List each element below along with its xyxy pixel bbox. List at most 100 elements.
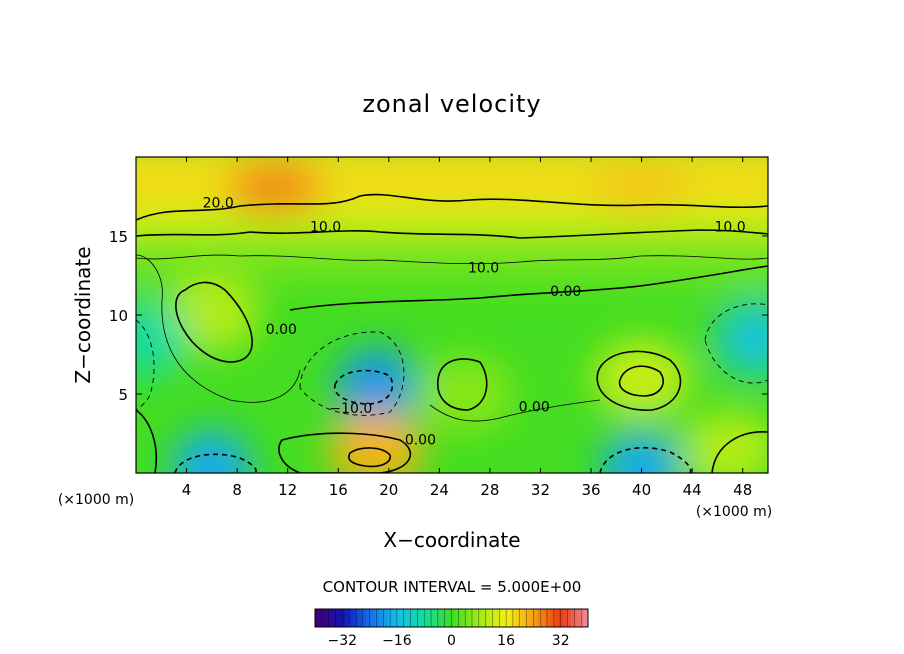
contour-line [299,331,405,416]
contour-labels: 20.0 10.0 10.0 10.0 0.00 0.00 −10.0 0.00 0.00 [203,196,746,449]
contour-line [711,431,768,473]
colorbar-cell [417,609,423,627]
colorbar-cell [485,609,491,627]
colorbar-cell [434,609,440,627]
colorbar-cell [541,609,546,627]
x-axis: 4 8 12 16 20 24 28 32 36 40 44 48 [182,157,752,499]
colorbar-cell [323,609,329,627]
colorbar-ticks: −32 −16 0 16 32 [328,633,570,649]
colorbar-cell [413,609,418,627]
colorbar-cell [489,609,495,627]
colorbar-cell [506,609,512,627]
colorbar-cell [519,609,525,627]
colorbar-cell [366,609,371,627]
colorbar-cell [502,609,508,627]
contour-line [136,193,768,221]
contour-line [289,265,768,311]
colorbar-cell [451,609,457,627]
colorbar-tick-label: 0 [447,633,456,649]
colorbar-cell [408,609,414,627]
colorbar-tick-label: 32 [552,633,570,649]
colorbar-cell [553,609,559,627]
colorbar-cell [442,609,448,627]
contour-line [136,229,768,239]
colorbar-tick-label: −16 [382,633,412,649]
x-tick-label: 48 [733,481,752,499]
field-feature [136,300,189,377]
colorbar-cell [498,609,504,627]
colorbar-cell [327,609,333,627]
x-tick-label: 28 [480,481,499,499]
contour-line [599,446,692,473]
colorbar-cell [387,609,393,627]
contour-label: 0.00 [266,322,297,338]
colorbar-cell [455,609,461,627]
contour-line [174,453,257,473]
contour-label: 0.00 [519,399,550,415]
colorbar-cell [515,609,521,627]
colorbar-cell [361,609,367,627]
contour-line [348,447,391,468]
x-tick-label: 40 [632,481,651,499]
field-feature [171,430,252,473]
colorbar-cell [549,609,555,627]
colorbar-cell [447,609,452,627]
colorbar-cell [421,609,427,627]
colorbar-cell [472,609,478,627]
colorbar-cell [332,609,337,627]
colorbar-cell [511,609,516,627]
colorbar-cell [528,609,533,627]
colorbar-cell [524,609,529,627]
colorbar-cell [344,609,350,627]
colorbar-cell [336,609,341,627]
contour-label: 20.0 [203,196,234,212]
y-axis-label: Z−coordinate [71,246,95,383]
colorbar-cell [570,609,576,627]
contour-label: 10.0 [468,260,499,276]
colorbar-cell [468,609,474,627]
field-band [136,207,768,236]
colorbar [314,608,589,628]
contour-line [278,432,412,473]
colorbar-cell [430,609,435,627]
y-tick-label: 10 [109,307,128,325]
contour-line [618,365,664,397]
contour-line [429,399,601,422]
colorbar-cell [315,609,320,627]
colorbar-cell [353,609,359,627]
colorbar-cell [477,609,482,627]
contour-line [437,358,488,411]
colorbar-cell [383,609,388,627]
x-axis-label: X−coordinate [383,528,520,552]
x-tick-label: 16 [329,481,348,499]
x-unit-left: (×1000 m) [58,492,134,508]
colorbar-cell [438,609,444,627]
chart-title: zonal velocity [362,90,541,118]
colorbar-cell [357,609,363,627]
contour-line [136,254,768,265]
x-tick-label: 20 [379,481,398,499]
colorbar-cell [583,609,589,627]
colorbar-frame [314,608,589,628]
colorbar-cell [319,609,324,627]
colorbar-cell [536,609,542,627]
colorbar-cell [396,609,401,627]
colorbar-cell [575,609,580,627]
y-tick-label: 15 [109,228,128,246]
contour-label: 10.0 [310,219,341,235]
y-axis: 5 10 15 [109,228,768,404]
contour-label: 10.0 [714,219,745,235]
colorbar-cell [349,609,354,627]
x-tick-label: 8 [232,481,242,499]
contour-line [136,409,158,473]
colorbar-tick-label: −32 [328,633,358,649]
field-band [136,236,768,284]
colorbar-tick-label: 16 [497,633,515,649]
contour-line [136,254,301,403]
field-feature [601,430,682,473]
x-tick-label: 4 [182,481,192,499]
contour-line [596,350,682,411]
field-feature [593,340,690,417]
colorbar-cell [391,609,397,627]
